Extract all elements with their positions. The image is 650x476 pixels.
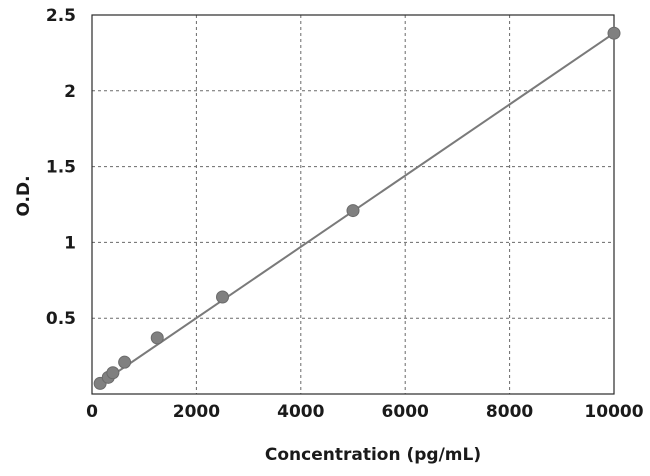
x-tick-label: 4000 <box>277 402 324 422</box>
x-tick-label: 6000 <box>382 402 429 422</box>
y-tick-labels: 0.5 1 1.5 2 2.5 <box>46 6 76 329</box>
data-point <box>216 290 229 304</box>
x-tick-label: 0 <box>86 402 98 422</box>
y-tick-label: 1 <box>64 233 76 253</box>
data-point <box>106 366 120 380</box>
y-tick-label: 2 <box>64 82 76 102</box>
x-tick-label: 10000 <box>584 402 643 422</box>
data-point <box>150 331 164 345</box>
data-point <box>118 355 132 369</box>
data-point <box>607 26 621 40</box>
data-point <box>346 204 360 218</box>
x-axis-title: Concentration (pg/mL) <box>265 445 481 465</box>
y-tick-label: 2.5 <box>46 6 76 26</box>
gridlines <box>92 15 614 394</box>
y-axis-title: O.D. <box>14 175 34 216</box>
x-tick-label: 2000 <box>173 402 220 422</box>
x-tick-labels: 0 2000 4000 6000 8000 10000 <box>86 402 644 422</box>
data-points <box>93 26 621 390</box>
plot-frame <box>91 14 615 395</box>
x-tick-label: 8000 <box>486 402 533 422</box>
y-tick-label: 1.5 <box>46 158 76 178</box>
y-tick-label: 0.5 <box>46 309 76 329</box>
